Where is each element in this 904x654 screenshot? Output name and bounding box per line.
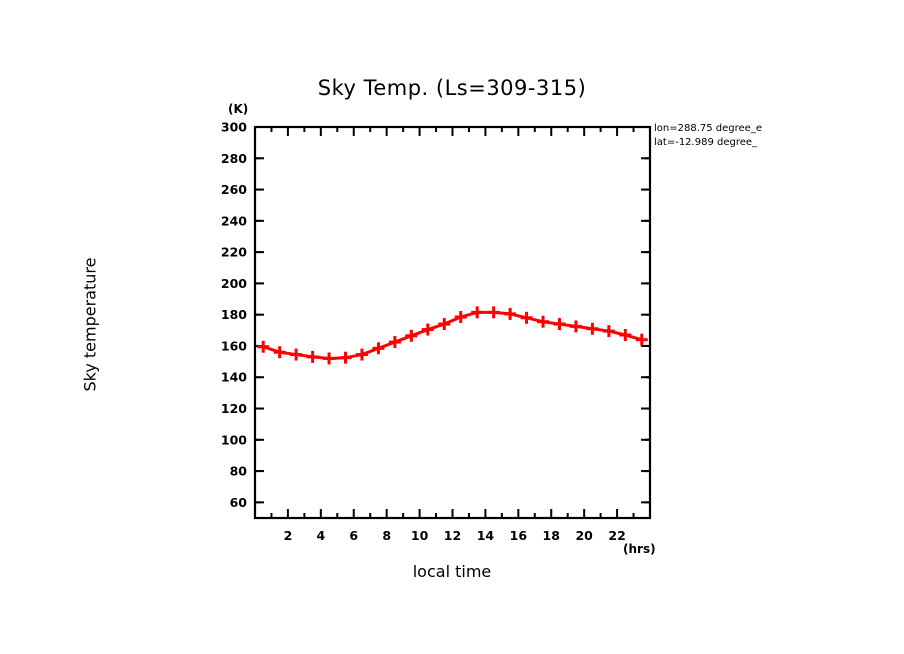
data-point-marker [471, 306, 484, 319]
y-tick-label: 60 [230, 495, 248, 510]
data-point-marker [306, 350, 319, 363]
data-point-marker [569, 320, 582, 333]
data-series-line [261, 310, 644, 360]
page-title: Sky Temp. (Ls=309-315) [317, 76, 587, 100]
y-tick-label: 160 [221, 338, 247, 353]
data-point-marker [388, 336, 401, 349]
x-tick-label: 12 [444, 528, 461, 543]
data-point-marker [372, 342, 385, 355]
x-tick-label: 8 [382, 528, 391, 543]
data-point-marker [586, 322, 599, 335]
x-tick-label: 22 [608, 528, 625, 543]
data-point-marker [635, 333, 648, 346]
x-tick-label: 2 [284, 528, 293, 543]
x-tick-label: 20 [575, 528, 593, 543]
y-tick-label: 180 [221, 307, 247, 322]
data-point-marker [553, 318, 566, 331]
y-tick-label: 260 [221, 182, 247, 197]
data-point-marker [619, 329, 632, 342]
y-tick-label: 140 [221, 370, 247, 385]
y-tick-label: 280 [221, 151, 247, 166]
data-point-marker [273, 346, 286, 359]
x-tick-label: 6 [349, 528, 358, 543]
axis-frame [253, 125, 652, 520]
x-tick-label: 14 [477, 528, 495, 543]
location-annotation: lon=288.75 degree_e lat=-12.989 degree_ [654, 122, 794, 156]
y-tick-label: 220 [221, 245, 247, 260]
data-series-markers [257, 306, 648, 365]
x-axis-unit-label: (hrs) [623, 542, 656, 556]
data-point-marker [602, 325, 615, 338]
y-tick-label: 240 [221, 213, 247, 228]
y-tick-label: 80 [230, 464, 248, 479]
data-point-marker [454, 311, 467, 324]
y-tick-label: 120 [221, 401, 247, 416]
data-point-marker [537, 315, 550, 328]
data-point-marker [487, 306, 500, 319]
y-axis-unit-label: (K) [228, 102, 249, 116]
data-point-marker [339, 351, 352, 364]
data-point-marker [504, 307, 517, 320]
x-tick-label: 16 [510, 528, 528, 543]
x-axis-tick-labels: 2 4 6 8 10 12 14 16 18 20 22 [284, 528, 626, 543]
x-tick-label: 18 [543, 528, 560, 543]
annotation-line-lon: lon=288.75 degree_e [654, 123, 762, 134]
data-point-marker [257, 340, 270, 353]
annotation-line-lat: lat=-12.989 degree_ [654, 137, 758, 148]
data-point-marker [405, 329, 418, 342]
data-point-marker [323, 352, 336, 365]
x-axis-title: local time [412, 562, 492, 581]
x-tick-label: 4 [316, 528, 325, 543]
data-point-marker [421, 323, 434, 336]
data-point-marker [290, 348, 303, 361]
x-tick-label: 10 [411, 528, 429, 543]
y-tick-label: 100 [221, 432, 247, 447]
data-point-marker [355, 348, 368, 361]
x-axis-ticks [270, 127, 635, 518]
y-axis-ticks [255, 126, 650, 504]
y-axis-tick-labels: 60 80 100 120 140 160 180 200 220 240 260 280 300 [221, 120, 247, 510]
y-tick-label: 200 [221, 276, 247, 291]
data-point-marker [520, 311, 533, 324]
y-tick-label: 300 [221, 120, 247, 135]
data-point-marker [438, 318, 451, 331]
